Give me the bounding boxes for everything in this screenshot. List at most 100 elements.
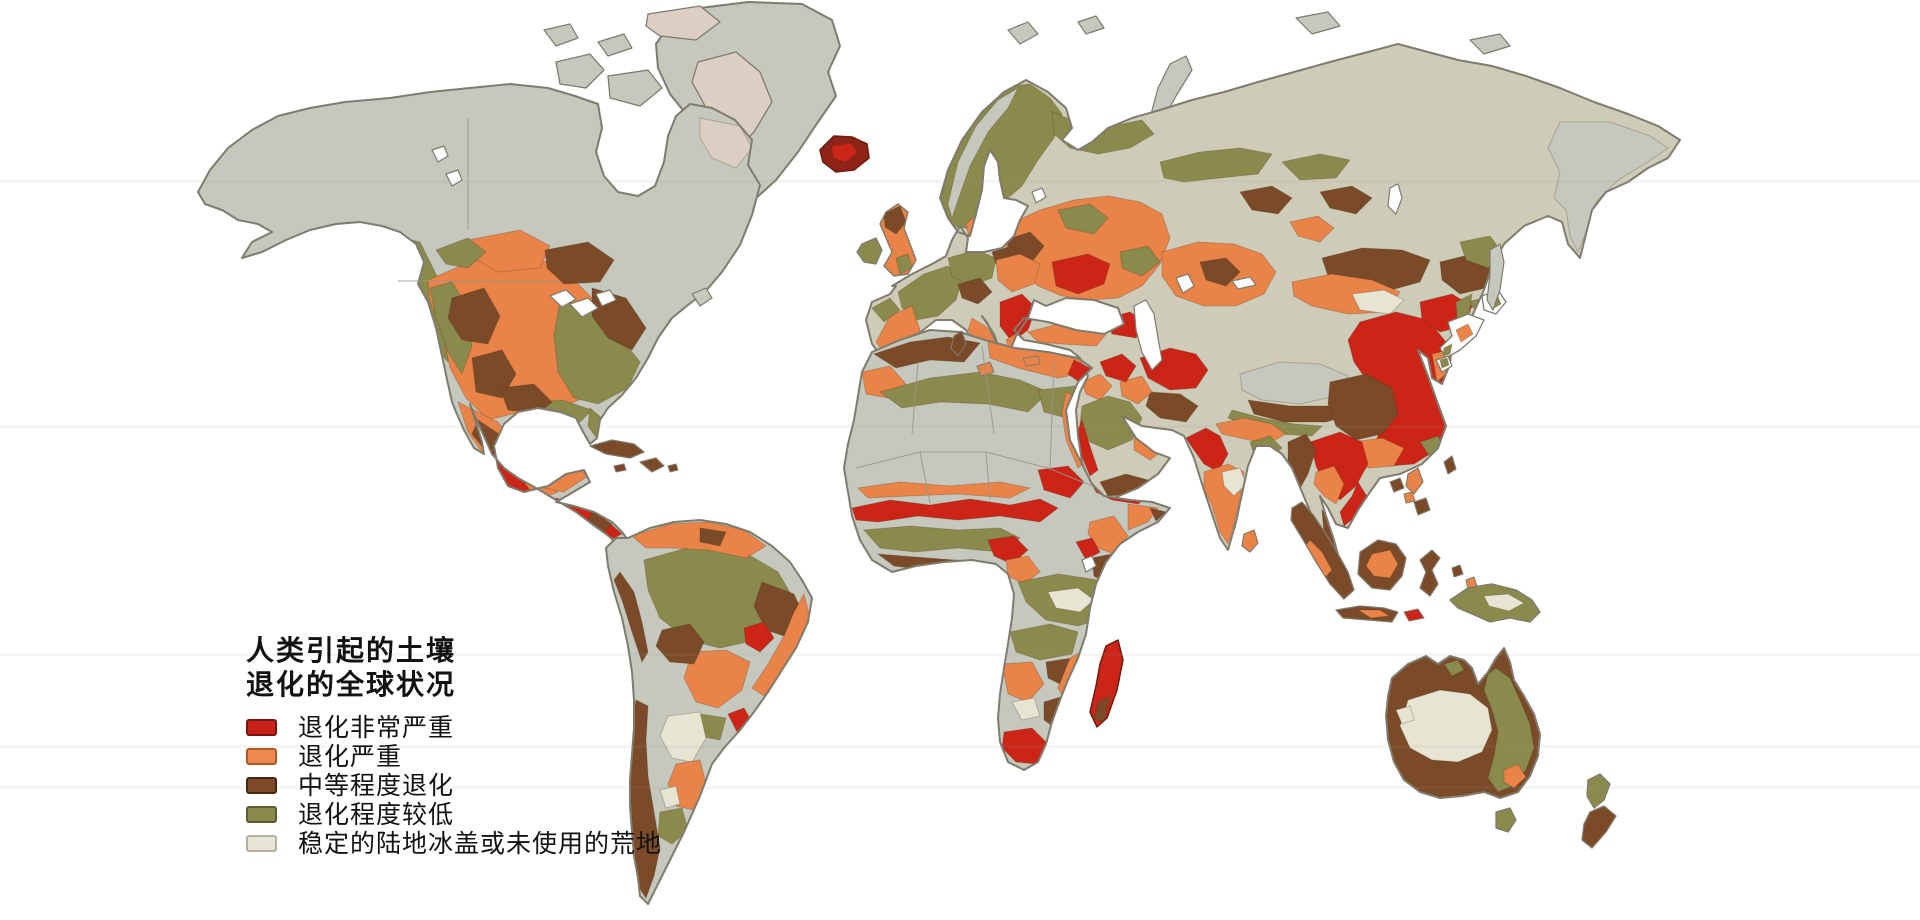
lake-lake-balkhash	[1230, 276, 1258, 290]
australia-outline	[1385, 647, 1541, 799]
landmass-jamaica	[613, 463, 627, 473]
africa-patch-beige	[1011, 697, 1041, 721]
landmass-new-zealand-south	[1581, 805, 1617, 849]
south-america-patch-brown	[613, 571, 649, 664]
landmass-java	[1335, 605, 1399, 623]
banks-island-outline	[555, 53, 605, 89]
legend-label-very-severe: 退化非常严重	[298, 712, 455, 742]
arctic-island-2-outline	[597, 33, 633, 57]
landmass-sakhalin	[1486, 243, 1505, 311]
eurasia-outline	[865, 43, 1681, 563]
lesser-sunda-islands-outline	[1403, 608, 1425, 622]
landmass-ellesmere-island	[645, 5, 721, 41]
eurasia-patch-brown	[1199, 257, 1241, 287]
australia-patches	[1395, 659, 1535, 793]
java-patches	[1356, 609, 1391, 619]
eurasia-patch-orange	[1081, 373, 1113, 401]
iceland-outline	[819, 135, 870, 173]
landmass-madagascar	[1089, 639, 1124, 728]
africa-patch-orange	[1001, 661, 1045, 703]
south-america-patch-orange	[683, 649, 751, 709]
philippines-visayas-outline	[1403, 491, 1416, 504]
africa-patch-orange	[856, 481, 1032, 499]
ellesmere-island-outline	[645, 5, 721, 41]
landmass-severnaya-zemlya	[1295, 11, 1341, 35]
newfoundland-outline	[691, 287, 713, 307]
landmass-north-america	[197, 83, 761, 545]
landmass-iceland	[819, 135, 870, 173]
lake-caspian-sea	[1133, 299, 1163, 371]
australia-patch-olive	[1443, 659, 1465, 677]
eurasia-patch-brown	[1327, 373, 1399, 441]
sahara-border-4	[919, 451, 931, 504]
landmass-sri-lanka	[1241, 529, 1259, 553]
eurasia-patch-orange	[995, 253, 1041, 293]
severnaya-zemlya-outline	[1295, 11, 1341, 35]
south-america-patch-orange	[630, 521, 767, 559]
japan-kyushu-outline	[1435, 355, 1453, 373]
eurasia-patch-red	[1185, 427, 1229, 473]
japan-kyushu-patches	[1439, 357, 1450, 369]
lake-lake-victoria	[1081, 555, 1097, 573]
iceland-patch-red	[831, 142, 859, 163]
legend-row-moderate: 中等程度退化	[246, 773, 662, 798]
landmass-great-britain	[879, 203, 917, 277]
taiwan-outline	[1443, 455, 1457, 475]
landmass-cuba	[589, 439, 645, 459]
landmass-japan-honshu	[1439, 313, 1485, 359]
africa-patch-brown	[1149, 507, 1168, 522]
north-america-patch-brown	[471, 349, 517, 399]
south-america-patch-brown	[655, 623, 705, 665]
landmass-japan-kyushu	[1435, 355, 1453, 373]
landmass-philippines-luzon	[1405, 467, 1424, 495]
new-siberian-islands-outline	[1469, 33, 1511, 55]
north-america-patch-brown	[499, 383, 553, 415]
sicily-outline	[976, 361, 995, 377]
java-patch-orange	[1356, 609, 1391, 619]
eurasia-patch-olive	[1159, 147, 1273, 183]
landmass-puerto-rico	[667, 463, 679, 473]
landmass-eurasia	[865, 43, 1681, 563]
new-zealand-north-outline	[1586, 773, 1611, 809]
africa-patch-beige	[1047, 587, 1095, 613]
south-america-patch-olive	[657, 807, 689, 845]
landmass-taiwan	[1443, 455, 1457, 475]
legend-items: 退化非常严重 退化严重 中等程度退化 退化程度较低 稳定的陆地冰盖或未使用的荒地	[246, 715, 662, 856]
landmass-franz-josef-land	[1077, 15, 1105, 35]
landmass-philippines-visayas	[1403, 491, 1416, 504]
philippines-luzon-outline	[1405, 467, 1424, 495]
africa-patch-olive	[878, 371, 1049, 413]
lake-lake-erie-ontario	[595, 289, 617, 307]
legend-title-line2: 退化的全球状况	[246, 667, 457, 701]
eurasia-patch-orange	[1289, 215, 1335, 243]
legend-label-severe: 退化严重	[298, 741, 403, 771]
lakes	[431, 145, 1403, 573]
borneo-outline	[1357, 539, 1407, 591]
north-america-patch-olive	[435, 237, 487, 269]
landmass-newfoundland	[691, 287, 713, 307]
svalbard-outline	[1007, 21, 1039, 45]
legend-row-very-severe: 退化非常严重	[246, 715, 662, 740]
landmass-new-zealand-north	[1586, 773, 1611, 809]
landmass-new-siberian-islands	[1469, 33, 1511, 55]
africa-patch-olive	[1009, 623, 1079, 661]
java-outline	[1335, 605, 1399, 623]
new-guinea-outline	[1449, 583, 1541, 623]
landmass-svalbard	[1007, 21, 1039, 45]
eurasia-patch-brown	[957, 277, 993, 305]
sahara-border-5	[985, 451, 991, 501]
eurasia-patch-olive	[871, 297, 901, 323]
landmass-moluccas	[1451, 564, 1464, 578]
africa-patch-red	[987, 535, 1029, 565]
legend-swatch-low	[246, 805, 277, 823]
crete-outline	[1022, 355, 1041, 367]
eurasia-patch-orange	[1119, 375, 1153, 405]
eurasia-patches	[871, 83, 1669, 562]
legend-label-moderate: 中等程度退化	[298, 770, 455, 800]
tasmania-outline	[1495, 807, 1517, 833]
legend-swatch-stable	[246, 834, 277, 852]
legend-swatch-moderate	[246, 776, 277, 794]
madagascar-outline	[1089, 639, 1124, 728]
